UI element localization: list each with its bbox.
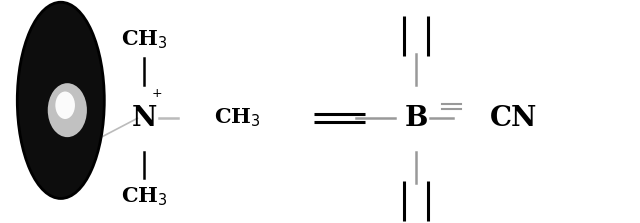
Ellipse shape: [45, 66, 76, 135]
Ellipse shape: [59, 95, 63, 105]
Ellipse shape: [25, 19, 97, 181]
Ellipse shape: [27, 24, 95, 176]
Ellipse shape: [29, 29, 92, 171]
Ellipse shape: [30, 32, 92, 169]
Ellipse shape: [17, 2, 104, 198]
Ellipse shape: [47, 68, 75, 132]
Ellipse shape: [48, 71, 74, 130]
Ellipse shape: [37, 46, 84, 154]
Ellipse shape: [20, 10, 101, 191]
Ellipse shape: [26, 22, 95, 179]
Ellipse shape: [35, 41, 87, 159]
Ellipse shape: [19, 7, 102, 194]
Ellipse shape: [53, 83, 68, 118]
Ellipse shape: [56, 91, 65, 110]
Text: +: +: [152, 87, 162, 100]
Text: CN: CN: [490, 105, 537, 132]
Ellipse shape: [19, 5, 103, 196]
Ellipse shape: [36, 44, 86, 157]
Ellipse shape: [56, 88, 67, 113]
Ellipse shape: [22, 12, 100, 189]
Ellipse shape: [48, 83, 87, 137]
Ellipse shape: [52, 81, 70, 120]
Ellipse shape: [38, 49, 84, 152]
Text: CH$_3$: CH$_3$: [121, 29, 167, 52]
Text: N: N: [131, 105, 157, 132]
Ellipse shape: [58, 93, 64, 108]
Ellipse shape: [28, 27, 93, 174]
Ellipse shape: [44, 64, 77, 137]
Text: CH$_3$: CH$_3$: [121, 185, 167, 208]
Text: CH$_3$: CH$_3$: [214, 107, 261, 130]
Ellipse shape: [33, 39, 88, 162]
Ellipse shape: [22, 14, 99, 186]
Ellipse shape: [60, 98, 62, 103]
Ellipse shape: [50, 76, 72, 125]
Ellipse shape: [56, 91, 75, 119]
Ellipse shape: [40, 54, 81, 147]
Text: B: B: [404, 105, 428, 132]
Ellipse shape: [24, 17, 98, 184]
Ellipse shape: [33, 37, 89, 164]
Ellipse shape: [49, 73, 73, 127]
Ellipse shape: [54, 86, 67, 115]
Ellipse shape: [41, 56, 81, 145]
Ellipse shape: [51, 78, 70, 122]
Ellipse shape: [31, 34, 90, 167]
Ellipse shape: [39, 51, 83, 149]
Ellipse shape: [42, 59, 79, 142]
Ellipse shape: [44, 61, 78, 140]
